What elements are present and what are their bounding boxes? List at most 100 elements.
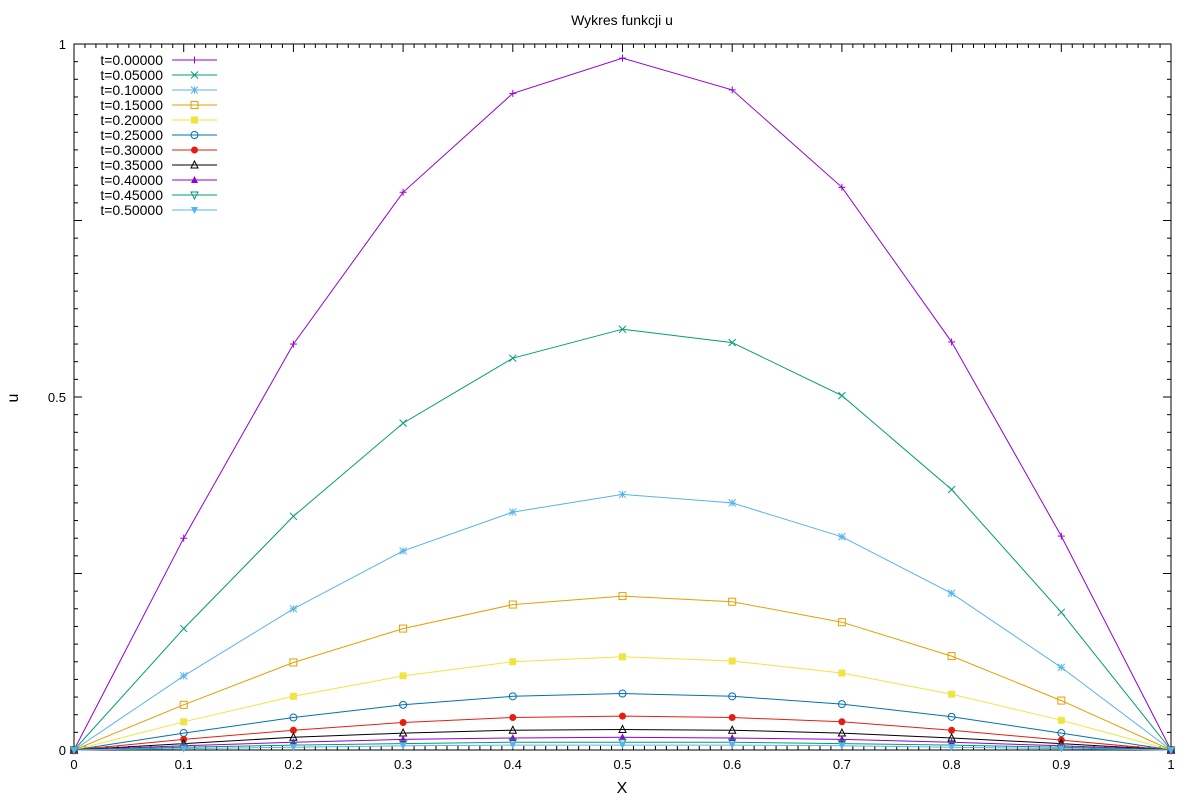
- legend-entry: t=0.35000: [100, 157, 217, 173]
- legend-label: t=0.45000: [100, 187, 163, 203]
- data-point: [1057, 663, 1066, 672]
- series-lines: [69, 54, 1176, 756]
- data-point: [399, 672, 407, 680]
- data-point: [618, 689, 627, 698]
- data-point: [179, 672, 188, 680]
- legend-label: t=0.00000: [100, 52, 163, 68]
- x-tick-label: 0: [70, 757, 77, 772]
- y-tick-label: 0.5: [48, 390, 66, 405]
- data-point: [1057, 716, 1065, 724]
- data-point: [948, 690, 956, 698]
- data-point: [618, 724, 627, 734]
- data-point: [179, 700, 188, 709]
- legend-label: t=0.15000: [100, 97, 163, 113]
- data-point: [838, 742, 846, 750]
- legend: t=0.00000t=0.05000t=0.10000t=0.15000t=0.…: [100, 52, 217, 218]
- data-point: [1057, 608, 1066, 617]
- x-tick-label: 0.1: [175, 757, 193, 772]
- data-point: [508, 354, 517, 363]
- data-point: [619, 742, 626, 750]
- data-point: [837, 700, 846, 709]
- data-point: [948, 726, 956, 734]
- x-tick-label: 0.8: [943, 757, 961, 772]
- legend-label: t=0.30000: [100, 142, 163, 158]
- tick-labels: 0 0.1 0.2 0.3 0.4 0.5 0.6 0.7 0.8 0.9 1 0 0.5 1: [48, 37, 1175, 772]
- data-point: [508, 508, 517, 516]
- data-point: [728, 742, 736, 750]
- legend-entry: t=0.15000: [100, 97, 217, 113]
- data-point: [619, 54, 626, 62]
- data-point: [509, 89, 517, 97]
- axis-ticks: [73, 43, 1172, 751]
- data-point: [727, 725, 737, 734]
- x-tick-label: 0.5: [613, 757, 631, 772]
- data-point: [180, 534, 188, 542]
- data-point: [190, 131, 199, 139]
- series-line: [73, 728, 1172, 751]
- x-tick-label: 0.6: [723, 757, 741, 772]
- data-point: [399, 547, 407, 555]
- x-axis-label: X: [617, 780, 628, 797]
- data-point: [289, 658, 298, 667]
- x-tick-label: 0.4: [504, 757, 522, 772]
- legend-entry: t=0.50000: [100, 202, 217, 218]
- data-point: [191, 207, 198, 214]
- data-point: [190, 191, 199, 201]
- legend-label: t=0.25000: [100, 127, 163, 143]
- x-tick-label: 1: [1167, 757, 1174, 772]
- data-point: [509, 714, 517, 722]
- data-point: [180, 745, 188, 753]
- legend-entry: t=0.10000: [100, 82, 217, 98]
- data-point: [1057, 696, 1066, 705]
- data-point: [838, 718, 846, 726]
- data-point: [399, 624, 408, 633]
- chart-title: Wykres funkcji u: [571, 12, 673, 28]
- legend-label: t=0.50000: [100, 202, 163, 218]
- data-point: [838, 669, 846, 677]
- data-point: [509, 658, 517, 666]
- data-point: [399, 718, 407, 726]
- data-point: [728, 692, 737, 701]
- series-3: [70, 592, 1175, 754]
- legend-label: t=0.20000: [100, 112, 163, 128]
- data-point: [947, 485, 956, 494]
- plot-border: [73, 43, 1172, 751]
- legend-entry: t=0.20000: [100, 112, 217, 128]
- data-point: [191, 56, 198, 64]
- data-point: [948, 338, 956, 346]
- data-point: [728, 499, 737, 507]
- data-point: [618, 592, 627, 601]
- data-point: [1057, 532, 1065, 540]
- data-point: [508, 600, 517, 609]
- legend-entry: t=0.30000: [100, 142, 217, 158]
- data-point: [190, 159, 199, 169]
- legend-entry: t=0.00000: [100, 52, 217, 68]
- legend-entry: t=0.05000: [100, 67, 217, 83]
- plot-frame: [73, 43, 1172, 751]
- y-axis-label: u: [5, 394, 22, 403]
- legend-label: t=0.40000: [100, 172, 163, 188]
- data-point: [947, 712, 956, 721]
- data-point: [399, 188, 407, 196]
- series-line: [73, 57, 1172, 751]
- data-point: [190, 71, 199, 79]
- data-point: [728, 657, 736, 665]
- data-point: [1167, 747, 1175, 754]
- data-point: [399, 700, 408, 709]
- data-point: [191, 176, 198, 183]
- series-1: [70, 325, 1175, 754]
- data-point: [728, 338, 737, 347]
- legend-entry: t=0.45000: [100, 187, 217, 203]
- x-tick-label: 0.7: [833, 757, 851, 772]
- data-point: [289, 692, 297, 700]
- data-point: [1057, 729, 1066, 738]
- series-line: [73, 328, 1172, 751]
- legend-label: t=0.05000: [100, 67, 163, 83]
- data-point: [838, 532, 846, 541]
- data-point: [618, 325, 627, 334]
- data-point: [837, 618, 846, 627]
- data-point: [289, 604, 298, 613]
- data-point: [289, 713, 298, 722]
- data-point: [1057, 745, 1065, 753]
